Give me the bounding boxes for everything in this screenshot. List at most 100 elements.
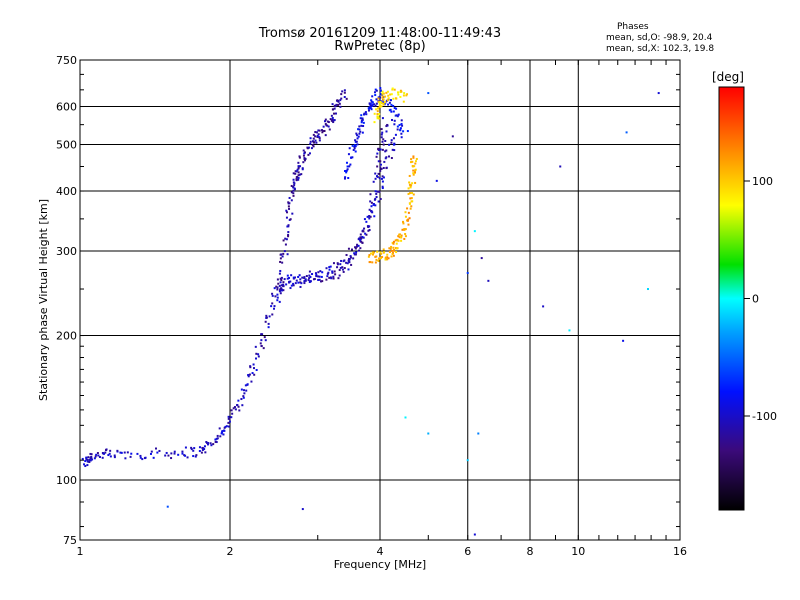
- echo-point: [318, 136, 321, 139]
- echo-point: [382, 248, 385, 251]
- x-axis-label: Frequency [MHz]: [334, 558, 426, 571]
- echo-point: [387, 94, 390, 97]
- echo-point: [155, 447, 158, 450]
- echo-point: [396, 91, 399, 94]
- echo-point: [276, 299, 279, 302]
- echo-point: [336, 266, 339, 269]
- echo-point: [387, 97, 390, 100]
- echo-point: [337, 103, 340, 106]
- echo-point: [352, 257, 355, 260]
- echo-point: [382, 143, 385, 146]
- echo-point: [332, 119, 335, 122]
- echo-point: [379, 87, 382, 90]
- echo-point: [359, 247, 362, 250]
- echo-point: [367, 107, 370, 110]
- echo-point: [402, 222, 405, 225]
- echo-point: [249, 365, 252, 368]
- echo-point: [126, 451, 129, 454]
- echo-point: [349, 256, 352, 259]
- echo-point: [312, 137, 315, 140]
- echo-point: [355, 140, 358, 143]
- echo-point: [194, 455, 197, 458]
- echo-point: [227, 421, 230, 424]
- echo-point: [328, 266, 331, 269]
- echo-point: [310, 147, 313, 150]
- echo-point: [385, 149, 388, 152]
- echo-point: [329, 265, 332, 268]
- echo-point: [166, 505, 169, 508]
- echo-point: [340, 97, 343, 100]
- echo-point: [102, 452, 105, 455]
- echo-point: [559, 165, 562, 168]
- echo-point: [329, 118, 332, 121]
- echo-point: [293, 182, 296, 185]
- echo-point: [368, 225, 371, 228]
- echo-point: [136, 452, 139, 455]
- echo-point: [385, 91, 388, 94]
- echo-point: [412, 156, 415, 159]
- echo-point: [263, 336, 266, 339]
- echo-point: [218, 427, 221, 430]
- echo-point: [296, 168, 299, 171]
- echo-point: [377, 100, 380, 103]
- echo-point: [411, 160, 414, 163]
- echo-point: [343, 267, 346, 270]
- echo-point: [402, 220, 405, 223]
- echo-point: [301, 508, 304, 511]
- x-tick-label: 4: [377, 545, 384, 558]
- grid-lines: [80, 60, 680, 540]
- echo-point: [375, 98, 378, 101]
- echo-point: [622, 339, 625, 342]
- echo-point: [368, 106, 371, 109]
- echo-point: [414, 160, 417, 163]
- echo-point: [311, 144, 314, 147]
- echo-point: [400, 239, 403, 242]
- echo-point: [401, 228, 404, 231]
- echo-point: [393, 249, 396, 252]
- echo-point: [282, 252, 285, 255]
- echo-point: [308, 152, 311, 155]
- echo-point: [312, 145, 315, 148]
- echo-point: [287, 201, 290, 204]
- echo-point: [302, 161, 305, 164]
- echo-point: [377, 259, 380, 262]
- echo-point: [273, 307, 275, 310]
- echo-point: [347, 247, 350, 250]
- echo-point: [321, 129, 324, 132]
- echo-point: [336, 99, 339, 102]
- echo-point: [294, 172, 297, 175]
- echo-point: [400, 132, 403, 135]
- echo-point: [333, 107, 336, 110]
- echo-point: [327, 125, 330, 128]
- echo-point: [404, 215, 407, 218]
- echo-point: [321, 131, 324, 134]
- echo-point: [298, 156, 301, 159]
- echo-point: [400, 234, 403, 237]
- echo-point: [357, 128, 360, 131]
- echo-point: [378, 257, 381, 260]
- echo-point: [257, 355, 260, 358]
- echo-point: [285, 238, 288, 241]
- echo-point: [412, 173, 415, 176]
- echo-point: [292, 192, 295, 195]
- echo-point: [427, 92, 430, 95]
- echo-point: [295, 279, 298, 282]
- echo-point: [344, 169, 347, 172]
- echo-point: [477, 432, 480, 435]
- echo-point: [368, 254, 371, 257]
- echo-point: [120, 451, 123, 454]
- echo-point: [308, 274, 311, 277]
- echo-point: [94, 455, 97, 458]
- echo-point: [350, 248, 353, 251]
- echo-point: [393, 119, 396, 122]
- echo-point: [390, 139, 393, 142]
- echo-point: [282, 285, 285, 288]
- x-tick-label: 6: [464, 545, 471, 558]
- echo-point: [311, 140, 314, 143]
- echo-point: [381, 95, 384, 98]
- echo-point: [323, 130, 326, 133]
- echo-point: [283, 278, 286, 281]
- echo-point: [376, 250, 379, 253]
- echo-point: [331, 108, 334, 111]
- echo-point: [84, 460, 87, 463]
